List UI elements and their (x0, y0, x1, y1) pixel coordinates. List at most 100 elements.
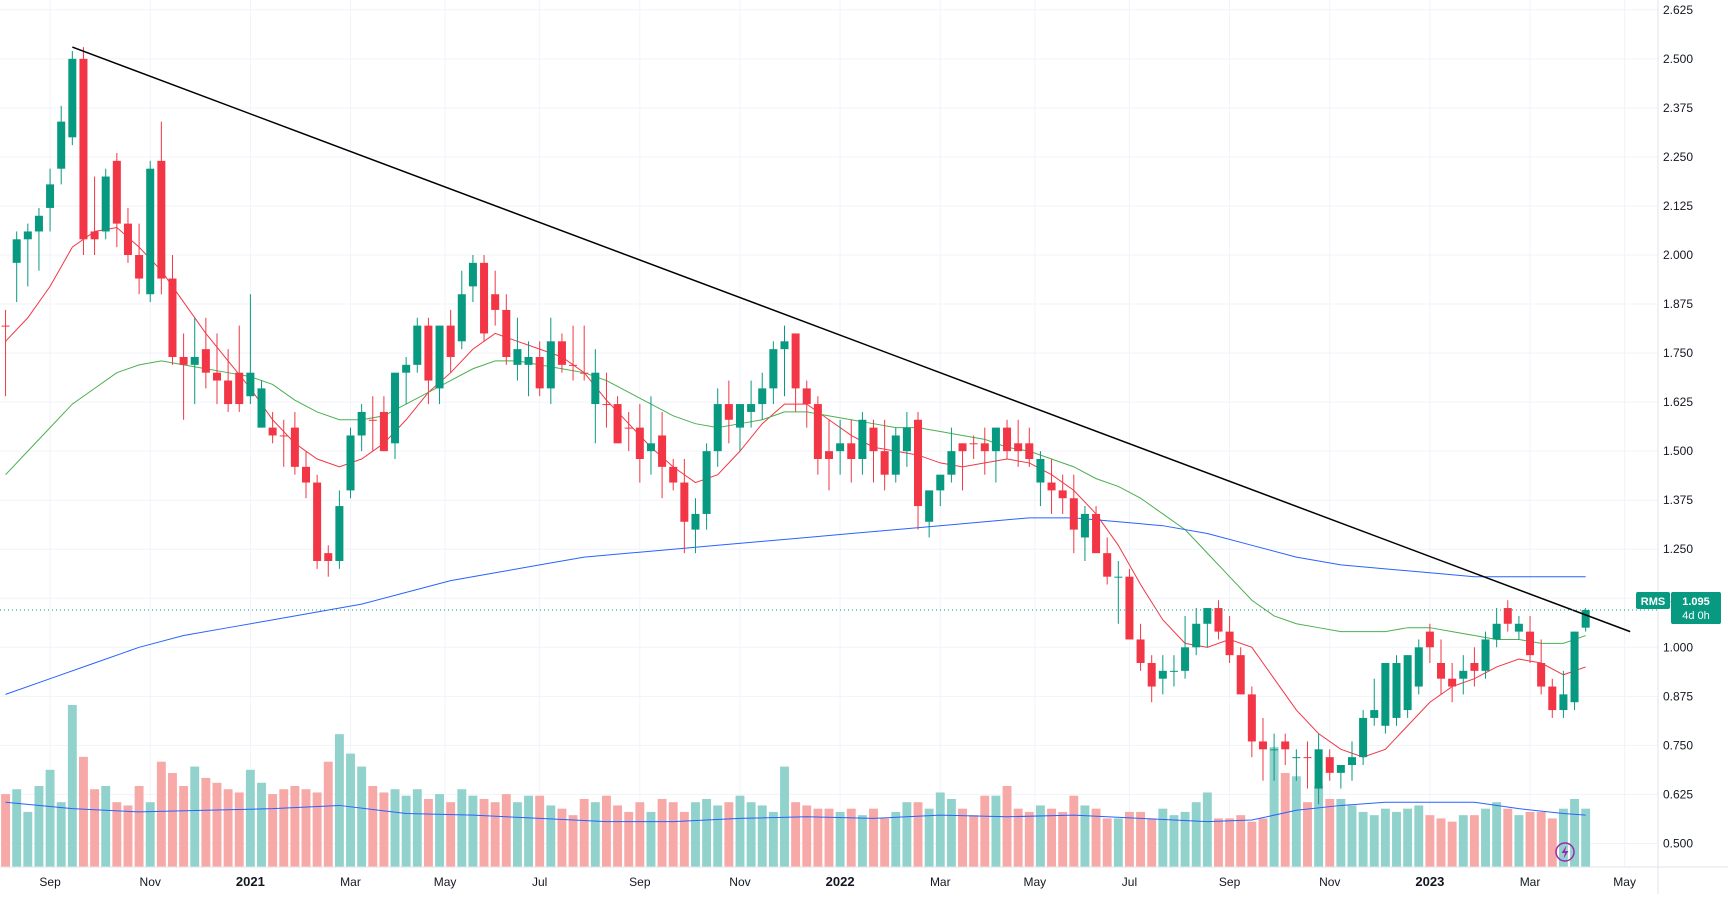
time-axis[interactable]: Sep Nov 2021 Mar May Jul Sep Nov 2022 Mar May Jul Se… (39, 874, 1636, 889)
candlestick[interactable] (112, 153, 121, 248)
candlestick[interactable] (680, 459, 689, 554)
candlestick[interactable] (1325, 749, 1334, 781)
candlestick[interactable] (524, 341, 533, 397)
candlestick[interactable] (1403, 655, 1412, 718)
candlestick[interactable] (190, 317, 199, 405)
candlestick[interactable] (1381, 663, 1390, 734)
candlestick[interactable] (1548, 678, 1557, 718)
candlestick[interactable] (869, 419, 878, 483)
candlestick[interactable] (1437, 639, 1446, 695)
candlestick[interactable] (1270, 733, 1279, 781)
candlestick[interactable] (179, 333, 188, 420)
candlestick[interactable] (769, 341, 778, 405)
candlestick[interactable] (1169, 655, 1178, 687)
candlestick[interactable] (1425, 623, 1434, 663)
candlestick[interactable] (57, 105, 66, 185)
candlestick[interactable] (513, 317, 522, 381)
candlestick[interactable] (1336, 765, 1345, 789)
candlestick[interactable] (201, 317, 210, 389)
candlestick[interactable] (847, 419, 856, 483)
candlestick[interactable] (891, 427, 900, 483)
candlestick[interactable] (669, 459, 678, 491)
candlestick[interactable] (991, 427, 1000, 483)
candlestick[interactable] (257, 380, 266, 428)
candlestick[interactable] (313, 474, 322, 569)
candlestick[interactable] (368, 396, 377, 452)
candlestick[interactable] (457, 270, 466, 350)
candlestick[interactable] (1158, 655, 1167, 695)
candlestick[interactable] (1359, 710, 1368, 765)
candlestick[interactable] (1125, 568, 1134, 640)
candlestick[interactable] (613, 396, 622, 444)
candlestick[interactable] (858, 411, 867, 475)
candlestick[interactable] (46, 168, 55, 232)
candlestick[interactable] (980, 427, 989, 475)
candlestick[interactable] (591, 349, 600, 444)
candlestick[interactable] (1036, 451, 1045, 507)
candlestick[interactable] (1236, 647, 1245, 695)
candlestick[interactable] (969, 435, 978, 459)
candlestick[interactable] (1570, 631, 1579, 711)
candlestick[interactable] (1581, 608, 1590, 632)
candlestick[interactable] (1069, 474, 1078, 554)
candlestick[interactable] (1492, 608, 1501, 648)
candlestick[interactable] (324, 545, 333, 577)
candlestick[interactable] (1225, 615, 1234, 663)
candlestick[interactable] (1537, 639, 1546, 695)
candlestick[interactable] (936, 474, 945, 507)
candlestick[interactable] (1, 309, 10, 397)
candlestick[interactable] (1448, 663, 1457, 703)
candlestick[interactable] (224, 349, 233, 412)
candlestick[interactable] (1481, 631, 1490, 679)
candlestick[interactable] (68, 51, 77, 146)
candlestick[interactable] (1526, 615, 1535, 663)
candlestick[interactable] (157, 121, 166, 295)
candlestick[interactable] (279, 419, 288, 467)
candlestick[interactable] (1003, 419, 1012, 459)
candlestick[interactable] (446, 309, 455, 373)
candlestick[interactable] (1214, 600, 1223, 640)
candlestick[interactable] (212, 333, 221, 405)
candlestick[interactable] (502, 294, 511, 365)
candlestick[interactable] (802, 380, 811, 428)
candlestick[interactable] (268, 411, 277, 444)
candlestick[interactable] (402, 357, 411, 405)
candlestick[interactable] (1514, 615, 1523, 640)
candlestick[interactable] (557, 333, 566, 373)
candlestick[interactable] (914, 411, 923, 530)
candlestick[interactable] (391, 372, 400, 459)
candlestick[interactable] (302, 451, 311, 499)
candlesticks[interactable] (1, 47, 1590, 805)
candlestick[interactable] (246, 294, 255, 405)
candlestick[interactable] (379, 396, 388, 452)
candlestick[interactable] (691, 498, 700, 554)
candlestick[interactable] (1303, 741, 1312, 789)
candlestick[interactable] (925, 490, 934, 538)
candlestick[interactable] (1347, 741, 1356, 781)
candlestick[interactable] (424, 317, 433, 405)
trendline-line[interactable] (72, 46, 1631, 633)
candlestick[interactable] (491, 270, 500, 326)
candlestick[interactable] (413, 317, 422, 373)
candlestick[interactable] (12, 231, 21, 303)
candlestick[interactable] (824, 419, 834, 491)
candlestick[interactable] (958, 443, 967, 491)
candlestick[interactable] (357, 404, 366, 452)
candlestick[interactable] (1181, 615, 1190, 679)
candlestick[interactable] (90, 176, 99, 255)
candlestick[interactable] (1559, 670, 1568, 718)
candlestick[interactable] (713, 388, 722, 467)
candlestick[interactable] (168, 255, 177, 365)
candlestick[interactable] (1192, 608, 1201, 656)
candlestick[interactable] (658, 411, 667, 499)
candlestick[interactable] (1203, 608, 1212, 648)
candlestick[interactable] (635, 404, 644, 483)
candlestick[interactable] (79, 47, 88, 255)
candlestick[interactable] (1114, 561, 1123, 624)
candlestick[interactable] (580, 325, 589, 381)
candlestick[interactable] (791, 333, 800, 412)
lightning-icon[interactable] (1555, 842, 1575, 862)
candlestick[interactable] (1147, 655, 1156, 703)
candlestick[interactable] (1503, 600, 1512, 632)
